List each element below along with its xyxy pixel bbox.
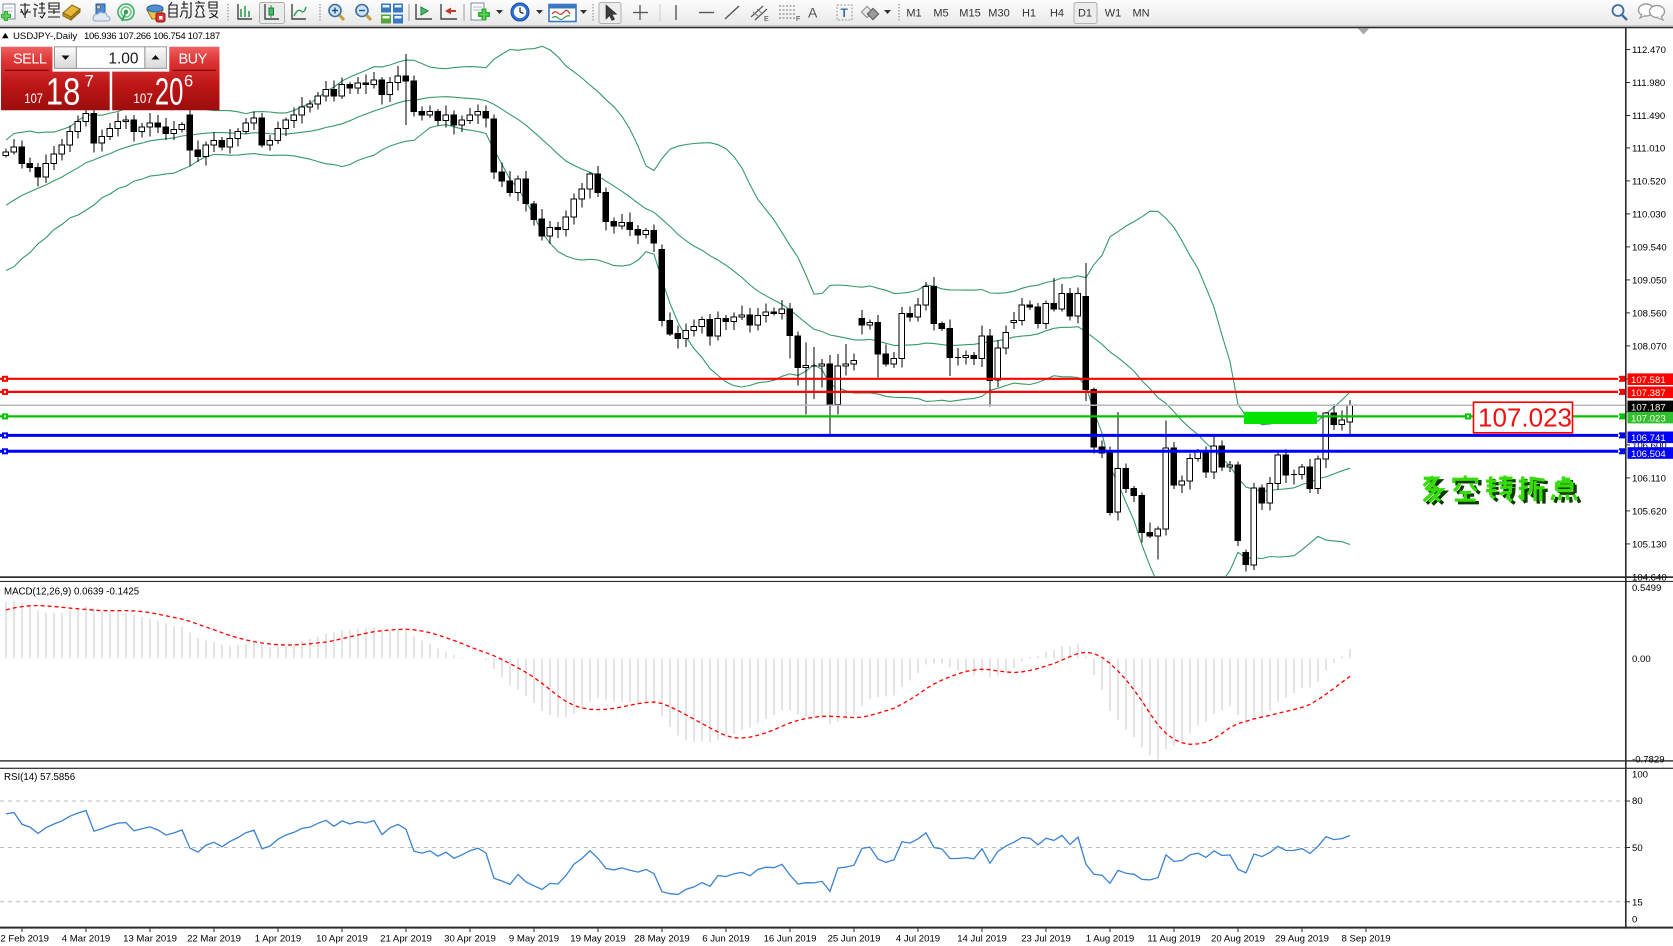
svg-text:W1: W1: [1105, 8, 1122, 20]
svg-text:0.00: 0.00: [1632, 654, 1651, 665]
svg-text:T: T: [841, 6, 849, 20]
svg-text:29 Aug 2019: 29 Aug 2019: [1275, 934, 1329, 945]
svg-text:107.387: 107.387: [1631, 388, 1666, 399]
svg-text:30 Apr 2019: 30 Apr 2019: [444, 934, 496, 945]
svg-text:4 Mar 2019: 4 Mar 2019: [62, 934, 111, 945]
svg-text:1.00: 1.00: [108, 51, 139, 68]
svg-text:106.936 107.266 106.754 107.18: 106.936 107.266 106.754 107.187: [84, 31, 220, 42]
svg-text:21 Apr 2019: 21 Apr 2019: [380, 934, 432, 945]
svg-text:19 May 2019: 19 May 2019: [570, 934, 625, 945]
svg-text:112.470: 112.470: [1632, 45, 1666, 56]
svg-text:A: A: [808, 5, 818, 21]
svg-text:25 Jun 2019: 25 Jun 2019: [828, 934, 881, 945]
svg-text:M15: M15: [959, 8, 980, 20]
svg-text:E: E: [764, 16, 769, 23]
svg-text:107.023: 107.023: [1478, 403, 1572, 433]
svg-text:1 Apr 2019: 1 Apr 2019: [255, 934, 301, 945]
svg-text:110.030: 110.030: [1632, 210, 1666, 221]
svg-text:20 Aug 2019: 20 Aug 2019: [1211, 934, 1265, 945]
svg-text:106.741: 106.741: [1631, 433, 1666, 444]
svg-text:0: 0: [1632, 915, 1637, 926]
svg-text:105.130: 105.130: [1632, 540, 1667, 551]
svg-text:7: 7: [85, 73, 94, 91]
svg-text:105.620: 105.620: [1632, 507, 1667, 518]
svg-text:23 Jul 2019: 23 Jul 2019: [1021, 934, 1071, 945]
svg-text:14 Jul 2019: 14 Jul 2019: [957, 934, 1007, 945]
svg-text:50: 50: [1632, 843, 1643, 854]
svg-text:107: 107: [24, 90, 43, 106]
svg-text:110.520: 110.520: [1632, 177, 1666, 188]
svg-text:100: 100: [1632, 770, 1648, 781]
svg-text:4 Jul 2019: 4 Jul 2019: [896, 934, 940, 945]
svg-text:M30: M30: [988, 8, 1009, 20]
svg-text:D1: D1: [1078, 8, 1092, 20]
svg-text:108.070: 108.070: [1632, 342, 1667, 353]
svg-text:1 Aug 2019: 1 Aug 2019: [1086, 934, 1135, 945]
svg-text:H4: H4: [1050, 8, 1064, 20]
svg-text:20: 20: [155, 72, 184, 114]
svg-text:108.560: 108.560: [1632, 309, 1667, 320]
svg-text:SELL: SELL: [13, 52, 47, 68]
svg-text:107.581: 107.581: [1631, 375, 1666, 386]
svg-text:107.187: 107.187: [1631, 402, 1666, 413]
svg-text:80: 80: [1632, 796, 1643, 807]
svg-text:109.540: 109.540: [1632, 243, 1667, 254]
svg-text:107.023: 107.023: [1631, 414, 1666, 425]
svg-text:15: 15: [1632, 898, 1643, 909]
svg-text:F: F: [796, 16, 800, 23]
svg-text:BUY: BUY: [179, 52, 208, 68]
svg-text:9 May 2019: 9 May 2019: [509, 934, 559, 945]
svg-text:106.110: 106.110: [1632, 474, 1666, 485]
svg-text:104.640: 104.640: [1632, 573, 1667, 584]
svg-text:13 Mar 2019: 13 Mar 2019: [123, 934, 177, 945]
svg-text:RSI(14) 57.5856: RSI(14) 57.5856: [4, 772, 75, 783]
svg-text:8 Sep 2019: 8 Sep 2019: [1341, 934, 1390, 945]
svg-text:11 Aug 2019: 11 Aug 2019: [1147, 934, 1200, 945]
svg-text:M1: M1: [906, 8, 921, 20]
svg-text:6: 6: [184, 73, 193, 91]
svg-text:111.010: 111.010: [1632, 144, 1665, 155]
svg-text:111.980: 111.980: [1632, 78, 1665, 89]
svg-text:18: 18: [46, 72, 80, 114]
svg-text:107: 107: [133, 90, 153, 106]
svg-text:USDJPY-,Daily: USDJPY-,Daily: [13, 31, 77, 42]
svg-text:109.050: 109.050: [1632, 276, 1667, 287]
svg-text:-0.7829: -0.7829: [1632, 754, 1665, 765]
svg-text:10 Apr 2019: 10 Apr 2019: [316, 934, 368, 945]
svg-text:MACD(12,26,9) 0.0639 -0.1425: MACD(12,26,9) 0.0639 -0.1425: [4, 586, 139, 597]
svg-text:22 Feb 2019: 22 Feb 2019: [0, 934, 49, 945]
svg-text:M5: M5: [933, 8, 948, 20]
svg-text:6 Jun 2019: 6 Jun 2019: [702, 934, 749, 945]
svg-text:22 Mar 2019: 22 Mar 2019: [187, 934, 241, 945]
svg-text:28 May 2019: 28 May 2019: [634, 934, 689, 945]
svg-text:0.5499: 0.5499: [1632, 583, 1661, 594]
svg-text:106.600: 106.600: [1632, 441, 1667, 452]
svg-text:106.504: 106.504: [1631, 449, 1666, 460]
svg-text:111.490: 111.490: [1632, 111, 1665, 122]
svg-text:MN: MN: [1132, 8, 1149, 20]
svg-text:H1: H1: [1022, 8, 1036, 20]
svg-text:16 Jun 2019: 16 Jun 2019: [764, 934, 817, 945]
